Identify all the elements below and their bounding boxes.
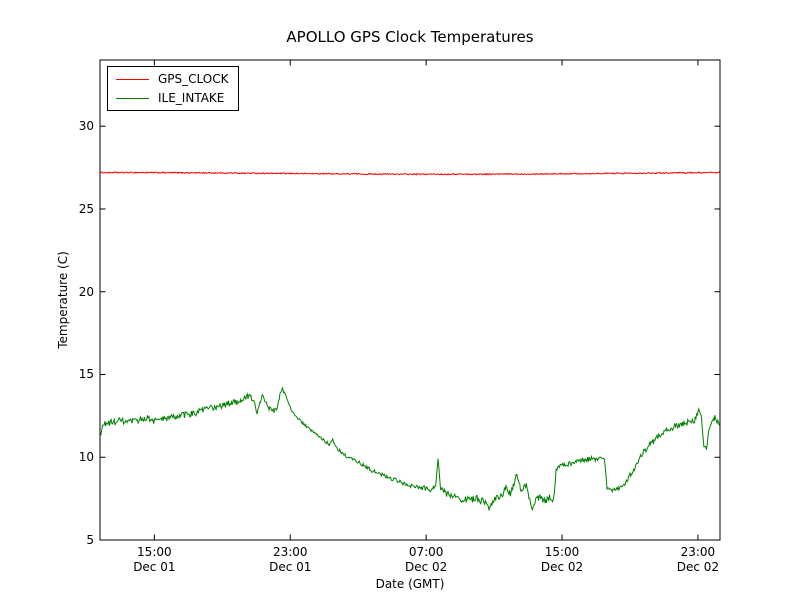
x-tick-time: 23:00 <box>272 545 308 559</box>
x-tick-label: 23:00 Dec 02 <box>656 545 740 575</box>
x-tick-label: 23:00 Dec 01 <box>248 545 332 575</box>
y-tick-label: 15 <box>78 367 94 382</box>
ile-intake-line-swatch <box>116 97 149 99</box>
x-tick-date: Dec 01 <box>269 560 312 574</box>
legend-item-gps-clock: GPS_CLOCK <box>116 72 228 86</box>
gps-clock-line-swatch <box>116 78 149 80</box>
y-tick-label: 5 <box>86 533 94 547</box>
x-tick-date: Dec 02 <box>540 560 584 574</box>
legend-item-ile-intake: ILE_INTAKE <box>116 91 228 105</box>
y-tick-label: 20 <box>78 284 94 299</box>
x-tick-time: 15:00 <box>544 545 580 559</box>
legend: GPS_CLOCK ILE_INTAKE <box>107 66 240 111</box>
x-tick-date: Dec 02 <box>676 560 720 574</box>
x-tick-time: 07:00 <box>408 545 444 559</box>
x-tick-label: 15:00 Dec 01 <box>112 545 196 575</box>
y-tick-label: 10 <box>78 450 94 465</box>
x-tick-time: 15:00 <box>137 545 172 559</box>
legend-label-gps-clock: GPS_CLOCK <box>158 72 229 86</box>
x-tick-time: 23:00 <box>680 545 716 559</box>
y-tick-label: 30 <box>78 119 94 134</box>
x-tick-date: Dec 02 <box>404 560 448 574</box>
legend-label-ile-intake: ILE_INTAKE <box>158 91 225 105</box>
x-tick-date: Dec 01 <box>133 560 176 574</box>
x-tick-label: 07:00 Dec 02 <box>384 545 468 575</box>
y-tick-label: 25 <box>78 201 94 216</box>
chart-title: APOLLO GPS Clock Temperatures <box>286 28 534 46</box>
x-tick-label: 15:00 Dec 02 <box>520 545 604 575</box>
y-axis-label: Temperature (C) <box>56 251 70 349</box>
x-axis-label: Date (GMT) <box>375 577 445 591</box>
